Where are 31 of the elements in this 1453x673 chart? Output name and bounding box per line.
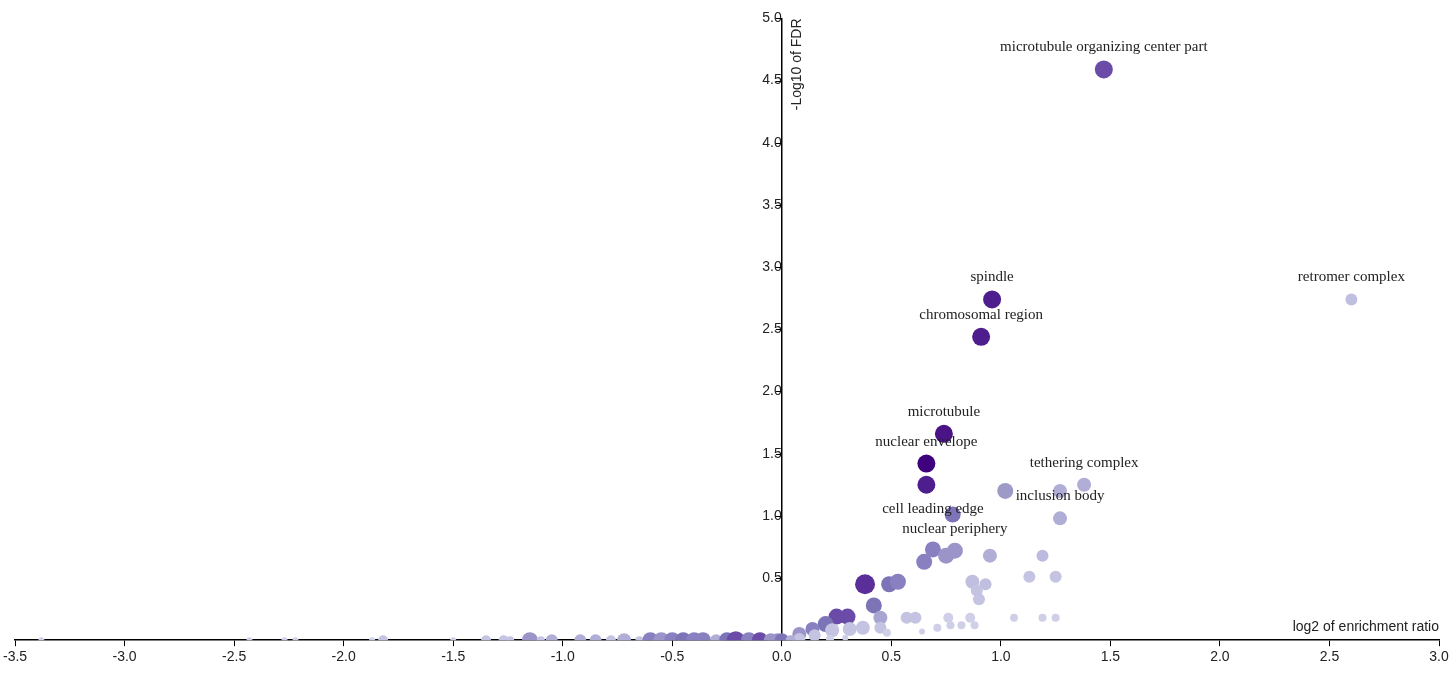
x-tick-label: -1.0 [550, 648, 576, 665]
x-tick-label: 3.0 [1429, 648, 1449, 665]
annotation: nuclear envelope [875, 432, 978, 449]
x-tick-label: 1.5 [1100, 648, 1121, 665]
annotation: tethering complex [1029, 453, 1139, 470]
annotation: cell leading edge [882, 500, 985, 517]
x-tick-label: -3.0 [112, 648, 137, 665]
x-tick-label: 1.0 [991, 648, 1011, 665]
annotation: spindle [970, 268, 1015, 285]
x-tick-label: 2.0 [1210, 648, 1230, 665]
y-tick-label: 3.5 [762, 195, 782, 212]
x-tick-label: 2.5 [1319, 648, 1340, 665]
annotation: microtubule [907, 402, 981, 419]
x-tick-label: -2.0 [331, 648, 356, 665]
x-tick-label: -2.5 [222, 648, 247, 665]
y-tick-label: 0.5 [762, 568, 782, 585]
annotation: nuclear periphery [902, 519, 1009, 536]
x-tick-label: -1.5 [441, 648, 466, 665]
y-tick-label: 2.5 [762, 320, 782, 337]
x-tick-label: -0.5 [660, 648, 685, 665]
annotation: retromer complex [1297, 268, 1406, 285]
annotation: inclusion body [1015, 487, 1105, 504]
annotation: chromosomal region [919, 305, 1044, 322]
y-axis-title: -Log10 of FDR [787, 18, 804, 111]
x-tick-label: 0.5 [881, 648, 902, 665]
x-tick-label: 0.0 [772, 648, 792, 665]
x-tick-label: -3.5 [3, 648, 28, 665]
x-axis-title: log2 of enrichment ratio [1292, 618, 1440, 635]
y-tick-label: 5.0 [762, 9, 782, 26]
y-tick-label: 1.5 [762, 444, 782, 461]
annotation: microtubule organizing center part [1000, 38, 1209, 55]
